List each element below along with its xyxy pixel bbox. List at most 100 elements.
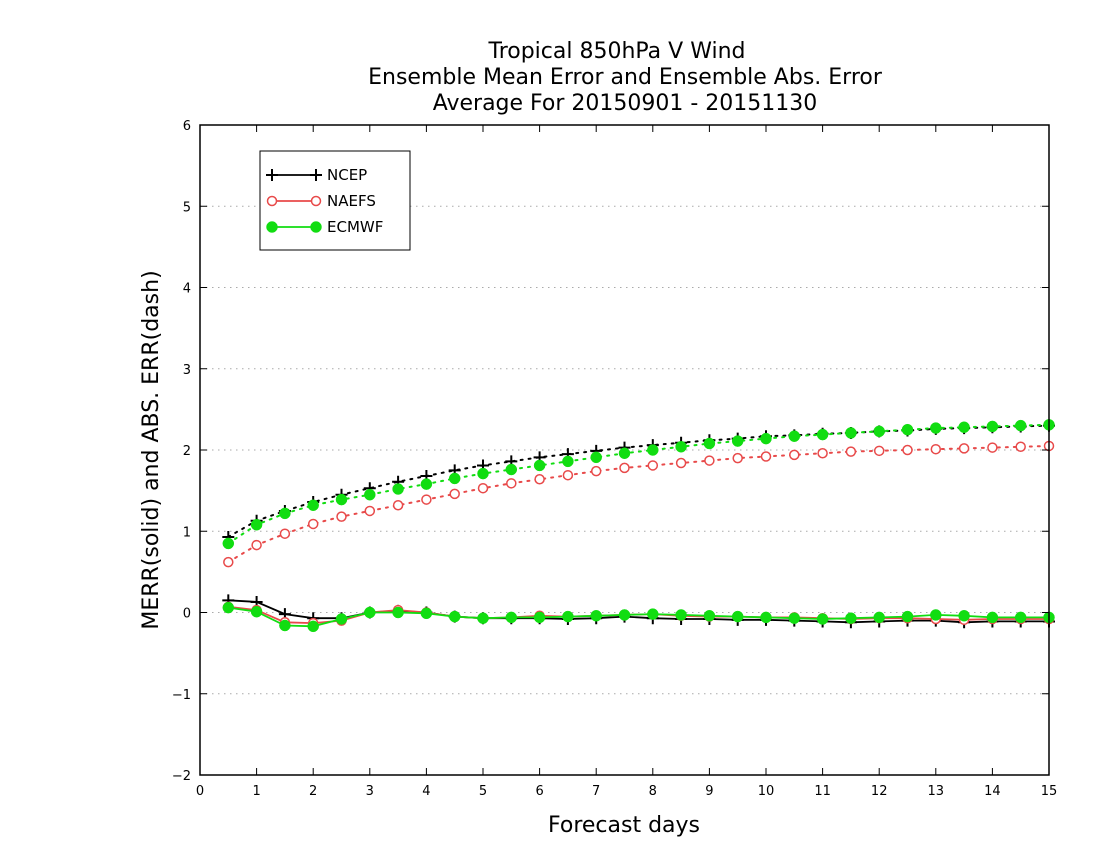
ecmwf-merr-point: [222, 601, 235, 614]
ecmwf-merr-point: [958, 610, 970, 622]
ecmwf-merr-point: [420, 607, 433, 620]
ecmwf-abserr-point: [477, 467, 489, 480]
naefs-abserr-point: [732, 452, 743, 464]
naefs-abserr-point: [789, 449, 800, 461]
naefs-abserr-point: [987, 442, 998, 453]
naefs-abserr-point: [930, 443, 942, 455]
x-tick-label: 14: [984, 784, 1001, 799]
legend-label-ncep: NCEP: [327, 166, 367, 184]
x-tick-label: 10: [758, 784, 775, 799]
axis-ticks: [199, 124, 1050, 776]
y-tick-label: −1: [172, 688, 191, 703]
x-tick-label: 8: [649, 784, 657, 799]
naefs-abserr-point: [336, 511, 347, 522]
naefs-abserr-point: [590, 465, 602, 477]
naefs-abserr-point: [873, 445, 885, 457]
ecmwf-abserr-point: [731, 435, 744, 447]
ecmwf-merr-point: [335, 613, 348, 625]
naefs-abserr-point: [449, 488, 460, 500]
ecmwf-abserr-point: [420, 478, 433, 490]
ecmwf-abserr-point: [647, 444, 659, 456]
ecmwf-merr-point: [477, 612, 489, 624]
x-tick-label: 7: [592, 784, 600, 799]
legend: NCEP NAEFS ECMWF: [259, 150, 411, 251]
x-tick-label: 13: [928, 784, 945, 799]
legend-label-naefs: NAEFS: [327, 192, 376, 210]
series-ecmwf: [222, 419, 1055, 633]
ecmwf-abserr-point: [958, 421, 970, 433]
ecmwf-abserr-point: [562, 455, 574, 468]
ecmwf-merr-point: [533, 611, 546, 624]
legend-marker-ecmwf: [266, 221, 278, 233]
naefs-abserr-point: [817, 448, 828, 459]
ecmwf-abserr-point: [1014, 419, 1027, 432]
naefs-abserr-point: [647, 460, 659, 471]
ecmwf-merr-point: [816, 613, 829, 625]
chart-title-line-3: Average For 20150901 - 20151130: [433, 91, 818, 116]
y-tick-label: 6: [183, 119, 191, 134]
y-tick-label: 1: [183, 525, 191, 540]
ecmwf-merr-point: [618, 609, 631, 621]
naefs-abserr-point: [534, 474, 545, 485]
ecmwf-abserr-point: [930, 422, 942, 434]
ecmwf-merr-point: [250, 605, 263, 618]
ecmwf-merr-point: [590, 610, 602, 622]
ecmwf-abserr-point: [816, 428, 829, 441]
series-layer: [222, 419, 1055, 633]
ecmwf-abserr-point: [901, 423, 914, 436]
ecmwf-abserr-point: [448, 472, 461, 485]
ecmwf-merr-point: [279, 619, 291, 632]
ecmwf-abserr-point: [364, 488, 376, 501]
ecmwf-merr-point: [562, 610, 574, 623]
ecmwf-merr-point: [788, 612, 801, 624]
ecmwf-abserr-point: [533, 459, 546, 472]
ecmwf-merr-point: [731, 610, 744, 623]
legend-marker-ncep: [310, 169, 322, 181]
naefs-abserr-point: [619, 462, 630, 474]
ecmwf-abserr-point: [250, 519, 263, 531]
naefs-abserr-point: [704, 455, 715, 466]
ecmwf-merr-point: [307, 620, 319, 633]
chart-title-line-1: Tropical 850hPa V Wind: [487, 39, 745, 64]
ecmwf-abserr-point: [845, 427, 857, 439]
legend-marker-naefs: [310, 195, 322, 207]
ecmwf-abserr-point: [222, 537, 235, 550]
ecmwf-merr-point: [364, 606, 376, 619]
ecmwf-abserr-point: [392, 483, 404, 495]
legend-label-ecmwf: ECMWF: [327, 218, 383, 236]
legend-items: [266, 169, 322, 233]
series-naefs: [223, 440, 1055, 629]
x-tick-label: 11: [814, 784, 831, 799]
ecmwf-abserr-point: [986, 420, 999, 433]
naefs-abserr-point: [251, 539, 262, 551]
legend-marker-ecmwf: [310, 221, 322, 233]
x-tick-label: 9: [705, 784, 713, 799]
naefs-abserr-point: [675, 457, 687, 469]
ecmwf-merr-point: [760, 611, 772, 624]
ecmwf-merr-point: [675, 609, 687, 621]
x-tick-label: 6: [535, 784, 543, 799]
ecmwf-merr-point: [930, 609, 942, 621]
x-axis-label: Forecast days: [548, 813, 700, 838]
y-tick-label: 3: [183, 363, 191, 378]
ecmwf-abserr-point: [873, 425, 885, 438]
y-tick-label: 4: [183, 282, 191, 297]
y-tick-label: 0: [183, 607, 191, 622]
ecmwf-abserr-point: [618, 447, 631, 459]
y-axis-label: MERR(solid) and ABS. ERR(dash): [139, 270, 164, 629]
ncep-abserr-line: [227, 424, 1050, 538]
x-tick-label: 5: [479, 784, 487, 799]
ecmwf-merr-point: [873, 611, 885, 624]
ecmwf-abserr-point: [760, 432, 772, 445]
naefs-abserr-line: [227, 444, 1050, 564]
y-tick-label: −2: [172, 769, 191, 784]
legend-marker-ncep: [266, 169, 278, 181]
naefs-abserr-point: [364, 505, 376, 517]
y-tick-label: 5: [183, 200, 191, 215]
ecmwf-abserr-point: [505, 463, 518, 476]
ecmwf-merr-point: [845, 612, 857, 624]
ecmwf-abserr-point: [279, 507, 291, 520]
ecmwf-abserr-point: [788, 430, 801, 442]
x-tick-label: 4: [422, 784, 430, 799]
